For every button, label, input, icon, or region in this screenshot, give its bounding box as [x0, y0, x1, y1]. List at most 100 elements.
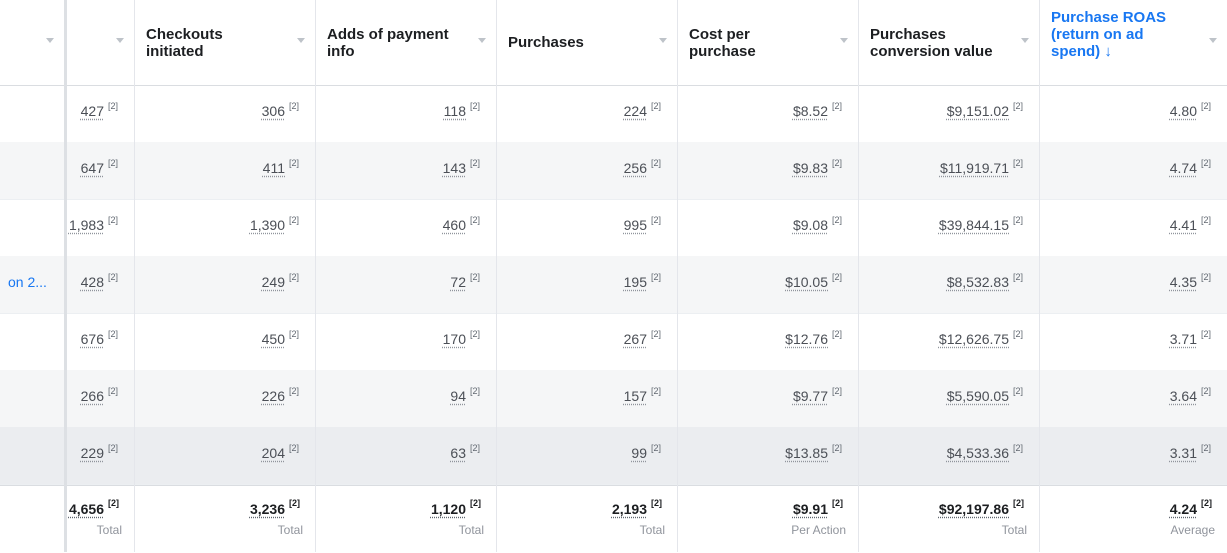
table-row[interactable]: 676 [2] 450 [2] 170 [2] 267 [2] $12.76 [2] $12,626… — [0, 313, 1227, 371]
footnote-marker: [2] — [651, 101, 662, 111]
total-value-payment: 1,120 — [430, 501, 466, 517]
column-header-checkouts[interactable]: Checkouts initiated — [134, 0, 315, 85]
cell-value-checkouts: 411 — [262, 160, 285, 176]
column-header-label-line: initiated — [146, 43, 204, 60]
cell-value-payment: 72 — [450, 274, 466, 290]
column-divider — [315, 0, 316, 552]
column-header-purchases[interactable]: Purchases — [496, 0, 677, 85]
sort-caret-icon[interactable] — [46, 38, 54, 43]
column-divider — [1039, 0, 1040, 552]
sort-caret-icon[interactable] — [659, 38, 667, 43]
sort-caret-icon[interactable] — [297, 38, 305, 43]
cell-value-purchases: 256 — [623, 160, 647, 176]
footnote-marker: [2] — [470, 329, 481, 339]
footnote-marker: [2] — [832, 215, 843, 225]
footnote-marker: [2] — [1013, 386, 1024, 396]
cell-value-payment: 143 — [442, 160, 466, 176]
ad-name-link[interactable]: on 2... — [8, 274, 47, 290]
table-row[interactable]: 427 [2] 306 [2] 118 [2] 224 [2] $8.52 [2] $9,151.0… — [0, 85, 1227, 143]
footnote-marker: [2] — [289, 386, 300, 396]
cell-value-purchases: 195 — [623, 274, 647, 290]
footnote-marker: [2] — [470, 498, 481, 508]
column-header-label-line: Purchases — [870, 26, 946, 43]
cell-value-c2: 647 — [80, 160, 104, 176]
column-divider — [677, 0, 678, 552]
cell-value-cost: $13.85 — [785, 445, 828, 461]
total-value-purchases: 2,193 — [611, 501, 647, 517]
cell-value-purchases: 267 — [623, 331, 647, 347]
cell-value-cost: $12.76 — [785, 331, 828, 347]
column-header-c2[interactable] — [66, 0, 134, 85]
sort-caret-icon[interactable] — [116, 38, 124, 43]
table-row[interactable]: on 2... 428 [2] 249 [2] 72 [2] 195 [2] $10.05 [2] $… — [0, 256, 1227, 314]
footnote-marker: [2] — [1201, 443, 1212, 453]
cell-value-payment: 118 — [443, 103, 466, 119]
total-label-checkouts: Total — [277, 523, 303, 537]
sort-caret-icon[interactable] — [1021, 38, 1029, 43]
footnote-marker: [2] — [1201, 158, 1212, 168]
total-value-cost: $9.91 — [792, 501, 828, 517]
footnote-marker: [2] — [470, 443, 481, 453]
footnote-marker: [2] — [832, 386, 843, 396]
cell-value-payment: 460 — [442, 217, 466, 233]
cell-value-conv: $4,533.36 — [946, 445, 1009, 461]
column-header-label: Adds of payment info — [327, 26, 449, 60]
column-header-label: Checkouts initiated — [146, 26, 223, 60]
column-header-label-line: spend) ↓ — [1051, 43, 1112, 60]
cell-value-roas: 3.64 — [1169, 388, 1197, 404]
cell-value-conv: $39,844.15 — [938, 217, 1009, 233]
sort-caret-icon[interactable] — [478, 38, 486, 43]
cell-value-checkouts: 204 — [261, 445, 285, 461]
cell-value-conv: $5,590.05 — [946, 388, 1009, 404]
footnote-marker: [2] — [832, 498, 843, 508]
footnote-marker: [2] — [1201, 272, 1212, 282]
table-row[interactable]: 647 [2] 411 [2] 143 [2] 256 [2] $9.83 [2] $11,919.… — [0, 142, 1227, 200]
cell-value-payment: 63 — [450, 445, 466, 461]
column-header-payment[interactable]: Adds of payment info — [315, 0, 496, 85]
total-value-c2: 4,656 — [68, 501, 104, 517]
cell-value-c2: 676 — [80, 331, 104, 347]
sort-caret-icon[interactable] — [840, 38, 848, 43]
cell-value-purchases: 99 — [631, 445, 647, 461]
footnote-marker: [2] — [108, 329, 119, 339]
cell-value-roas: 3.71 — [1169, 331, 1197, 347]
total-label-roas: Average — [1170, 523, 1215, 537]
total-label-conv: Total — [1001, 523, 1027, 537]
cell-value-conv: $12,626.75 — [938, 331, 1009, 347]
column-header-label-line: Adds of payment — [327, 26, 449, 43]
footnote-marker: [2] — [651, 272, 662, 282]
footnote-marker: [2] — [470, 272, 481, 282]
footnote-marker: [2] — [1013, 272, 1024, 282]
footnote-marker: [2] — [832, 101, 843, 111]
table-row[interactable]: 229 [2] 204 [2] 63 [2] 99 [2] $13.85 [2] $4,533.36… — [0, 427, 1227, 485]
table-row[interactable]: 266 [2] 226 [2] 94 [2] 157 [2] $9.77 [2] $5,590.05… — [0, 370, 1227, 428]
cell-value-c2: 229 — [80, 445, 104, 461]
footnote-marker: [2] — [832, 158, 843, 168]
cell-value-roas: 3.31 — [1169, 445, 1197, 461]
footnote-marker: [2] — [289, 443, 300, 453]
column-header-conv[interactable]: Purchases conversion value — [858, 0, 1039, 85]
column-header-roas[interactable]: Purchase ROAS (return on ad spend) ↓ — [1039, 0, 1227, 85]
table-row[interactable]: 1,983 [2] 1,390 [2] 460 [2] 995 [2] $9.08 [2] $39,… — [0, 199, 1227, 257]
cell-value-checkouts: 249 — [261, 274, 285, 290]
total-value-roas: 4.24 — [1169, 501, 1197, 517]
column-header-label-line: info — [327, 43, 355, 60]
footnote-marker: [2] — [651, 329, 662, 339]
footnote-marker: [2] — [108, 272, 119, 282]
cell-value-conv: $11,919.71 — [939, 160, 1009, 176]
total-label-cost: Per Action — [791, 523, 846, 537]
column-header-label-line: Purchases — [508, 34, 584, 51]
footnote-marker: [2] — [1013, 443, 1024, 453]
column-header-col1[interactable] — [0, 0, 64, 85]
footnote-marker: [2] — [108, 443, 119, 453]
column-header-cost[interactable]: Cost per purchase — [677, 0, 858, 85]
cell-value-roas: 4.80 — [1169, 103, 1197, 119]
column-header-label-line: (return on ad — [1051, 26, 1144, 43]
sort-caret-icon[interactable] — [1209, 38, 1217, 43]
footnote-marker: [2] — [1201, 498, 1212, 508]
cell-value-conv: $9,151.02 — [946, 103, 1009, 119]
cell-value-cost: $8.52 — [792, 103, 828, 119]
footnote-marker: [2] — [1013, 215, 1024, 225]
footnote-marker: [2] — [470, 215, 481, 225]
cell-value-purchases: 157 — [623, 388, 647, 404]
